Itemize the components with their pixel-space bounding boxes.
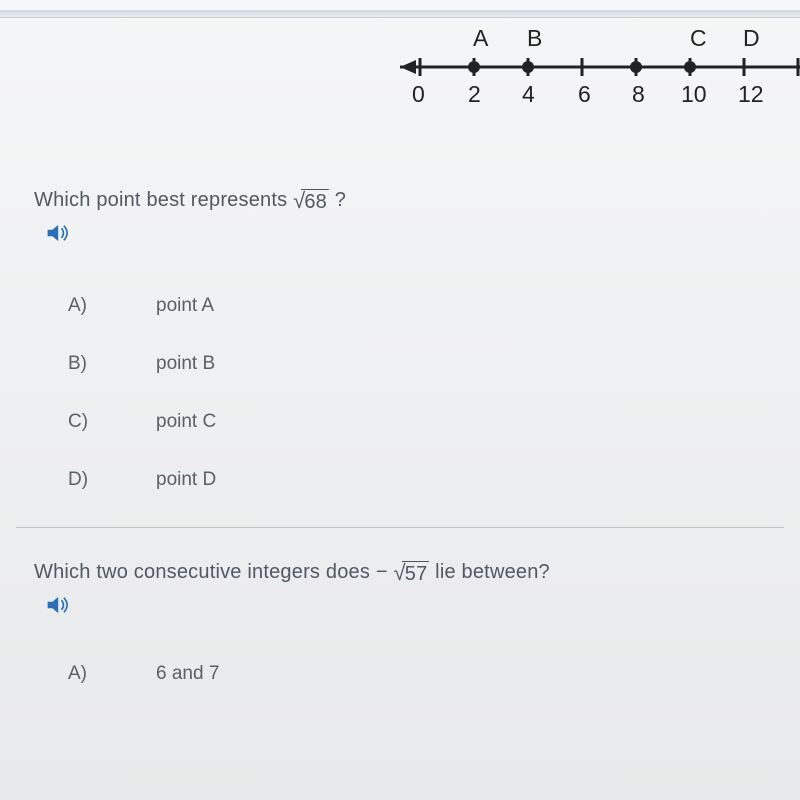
q1-prefix: Which point best represents	[34, 189, 293, 211]
option-text: point C	[156, 411, 216, 433]
option-text: 6 and 7	[156, 663, 219, 685]
question-2: Which two consecutive integers does − √ …	[0, 528, 800, 685]
option-a[interactable]: A) 6 and 7	[62, 663, 766, 685]
sqrt-expression: √ 68	[293, 188, 329, 214]
quiz-container: A B C D 0 2 4 6 8	[0, 0, 800, 800]
option-text: point A	[156, 295, 214, 317]
option-letter: A)	[62, 295, 156, 317]
number-line-tick-labels: 0 2 4 6 8 10 12	[400, 81, 800, 109]
number-line-svg	[400, 53, 800, 81]
sqrt-argument: 57	[402, 561, 430, 586]
tick-label: 2	[468, 81, 481, 108]
point-label-b: B	[527, 25, 542, 52]
tick-label: 12	[738, 81, 764, 108]
tick-label: 0	[412, 81, 425, 108]
point-label-d: D	[743, 25, 760, 52]
tick-label: 6	[578, 81, 591, 108]
read-aloud-button[interactable]	[46, 222, 72, 244]
tick-label: 4	[522, 81, 535, 108]
minus-sign: −	[376, 561, 388, 583]
number-line: A B C D 0 2 4 6 8	[400, 25, 800, 115]
point-label-a: A	[473, 25, 488, 52]
question-1-options: A) point A B) point B C) point C D) poin…	[62, 295, 766, 491]
option-text: point B	[156, 353, 215, 375]
option-letter: C)	[62, 411, 156, 433]
point-label-c: C	[690, 25, 707, 52]
q2-prefix: Which two consecutive integers does	[34, 561, 376, 583]
option-text: point D	[156, 469, 216, 491]
tick-label: 10	[681, 81, 707, 108]
sqrt-expression: √ 57	[393, 560, 429, 586]
question-1-text: Which point best represents √ 68 ?	[34, 186, 766, 212]
option-a[interactable]: A) point A	[62, 295, 766, 317]
sqrt-argument: 68	[301, 189, 329, 214]
speaker-icon	[46, 594, 72, 616]
option-letter: A)	[62, 663, 156, 685]
tick-label: 8	[632, 81, 645, 108]
option-letter: B)	[62, 353, 156, 375]
question-2-options: A) 6 and 7	[62, 663, 766, 685]
option-d[interactable]: D) point D	[62, 469, 766, 491]
question-2-text: Which two consecutive integers does − √ …	[34, 558, 766, 584]
option-letter: D)	[62, 469, 156, 491]
read-aloud-button[interactable]	[46, 594, 72, 616]
q1-suffix: ?	[335, 189, 346, 211]
question-1: Which point best represents √ 68 ? A) po…	[0, 158, 800, 491]
speaker-icon	[46, 222, 72, 244]
number-line-point-labels: A B C D	[400, 25, 800, 53]
q2-suffix: lie between?	[435, 561, 550, 583]
option-b[interactable]: B) point B	[62, 353, 766, 375]
window-topbar	[0, 10, 800, 18]
option-c[interactable]: C) point C	[62, 411, 766, 433]
